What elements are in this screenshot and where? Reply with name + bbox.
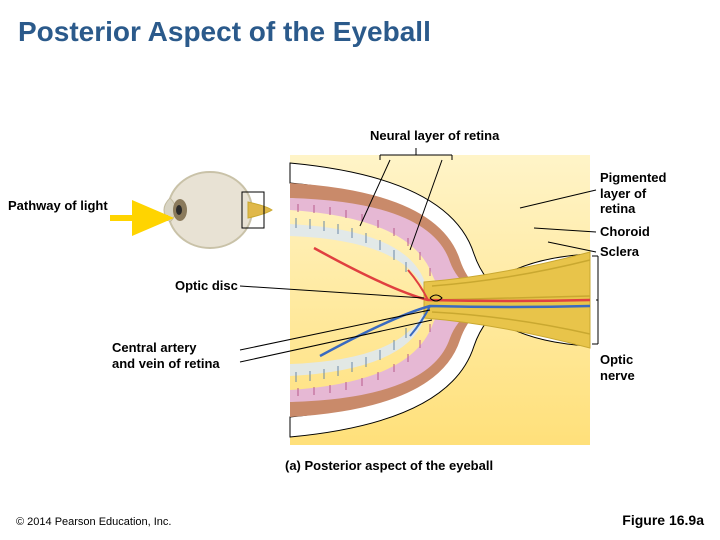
inset-eyeball bbox=[110, 172, 272, 248]
figure-caption: (a) Posterior aspect of the eyeball bbox=[285, 458, 493, 473]
label-optic-disc: Optic disc bbox=[175, 278, 238, 294]
label-sclera: Sclera bbox=[600, 244, 639, 260]
label-pigmented-layer: Pigmented layer of retina bbox=[600, 170, 666, 217]
label-choroid: Choroid bbox=[600, 224, 650, 240]
figure-reference: Figure 16.9a bbox=[622, 512, 704, 528]
label-optic-nerve: Optic nerve bbox=[600, 352, 635, 383]
label-neural-layer: Neural layer of retina bbox=[370, 128, 499, 144]
label-pathway-of-light: Pathway of light bbox=[8, 198, 108, 214]
label-central-artery-vein: Central artery and vein of retina bbox=[112, 340, 220, 371]
copyright-text: © 2014 Pearson Education, Inc. bbox=[16, 516, 171, 528]
main-crosssection bbox=[290, 155, 590, 445]
